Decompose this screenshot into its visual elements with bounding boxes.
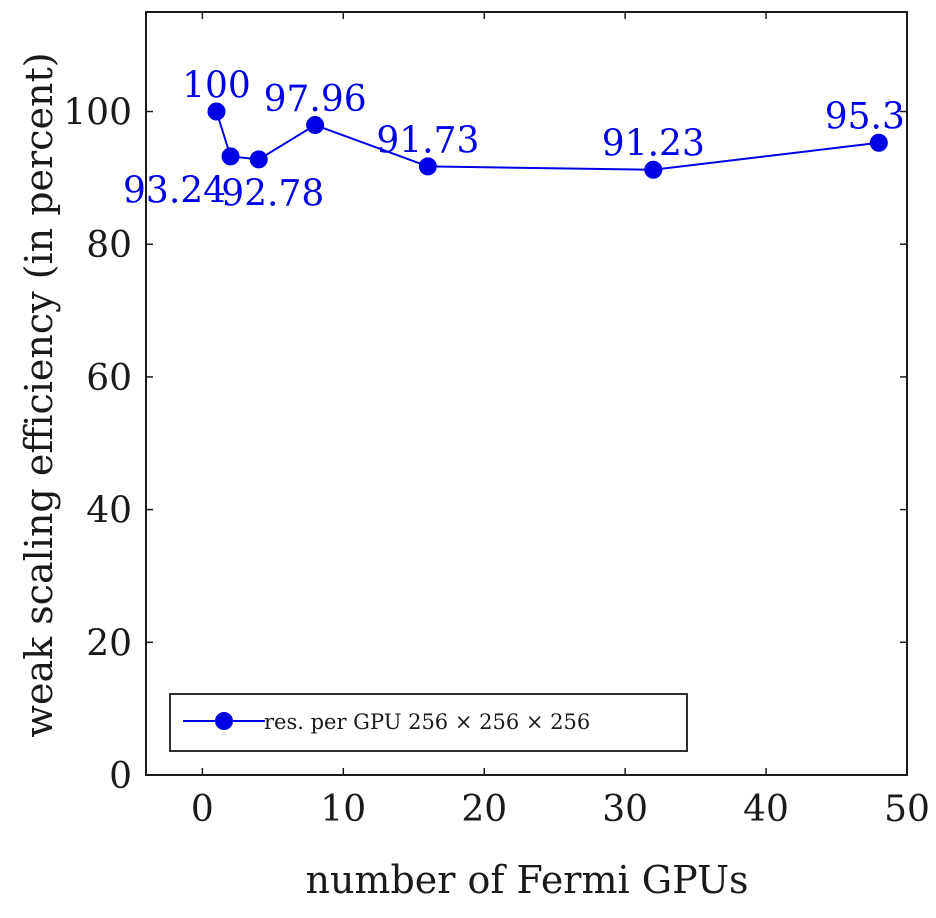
data-label: 97.96 bbox=[264, 79, 367, 120]
y-axis: 0 20 40 60 80 100 bbox=[63, 93, 907, 797]
y-axis-label: weak scaling efficiency (in percent) bbox=[17, 52, 61, 737]
y-tick-label: 20 bbox=[86, 623, 132, 664]
x-tick-label: 30 bbox=[602, 789, 648, 830]
data-point bbox=[221, 147, 240, 166]
legend-box bbox=[169, 693, 688, 752]
x-axis: 0 10 20 30 40 50 bbox=[191, 12, 930, 830]
data-point bbox=[207, 102, 226, 121]
y-tick-label: 60 bbox=[86, 358, 132, 399]
data-point bbox=[249, 150, 268, 169]
data-point bbox=[869, 133, 888, 152]
y-tick-label: 100 bbox=[63, 93, 132, 134]
y-tick-label: 0 bbox=[109, 756, 132, 797]
series-group bbox=[207, 102, 888, 179]
y-tick-label: 40 bbox=[86, 491, 132, 532]
legend-entry-text: res. per GPU 256 × 256 × 256 bbox=[264, 710, 590, 734]
plot-area bbox=[145, 11, 908, 776]
data-label: 100 bbox=[182, 66, 251, 107]
y-tick-label: 80 bbox=[86, 225, 132, 266]
x-tick-label: 10 bbox=[320, 789, 366, 830]
x-axis-label: number of Fermi GPUs bbox=[305, 858, 748, 902]
data-label: 95.3 bbox=[825, 97, 905, 138]
data-label: 93.24 bbox=[123, 170, 226, 211]
data-point bbox=[418, 157, 437, 176]
x-tick-label: 0 bbox=[191, 789, 214, 830]
data-point bbox=[644, 160, 663, 179]
x-tick-label: 40 bbox=[743, 789, 789, 830]
x-tick-label: 20 bbox=[461, 789, 507, 830]
data-label: 91.23 bbox=[602, 124, 705, 165]
plot-frame bbox=[145, 11, 908, 776]
data-point bbox=[306, 116, 325, 135]
legend-marker-sample bbox=[215, 712, 233, 730]
x-tick-label: 50 bbox=[884, 789, 930, 830]
data-label: 91.73 bbox=[376, 120, 479, 161]
legend: res. per GPU 256 × 256 × 256 bbox=[169, 693, 688, 752]
data-label: 92.78 bbox=[221, 173, 324, 214]
